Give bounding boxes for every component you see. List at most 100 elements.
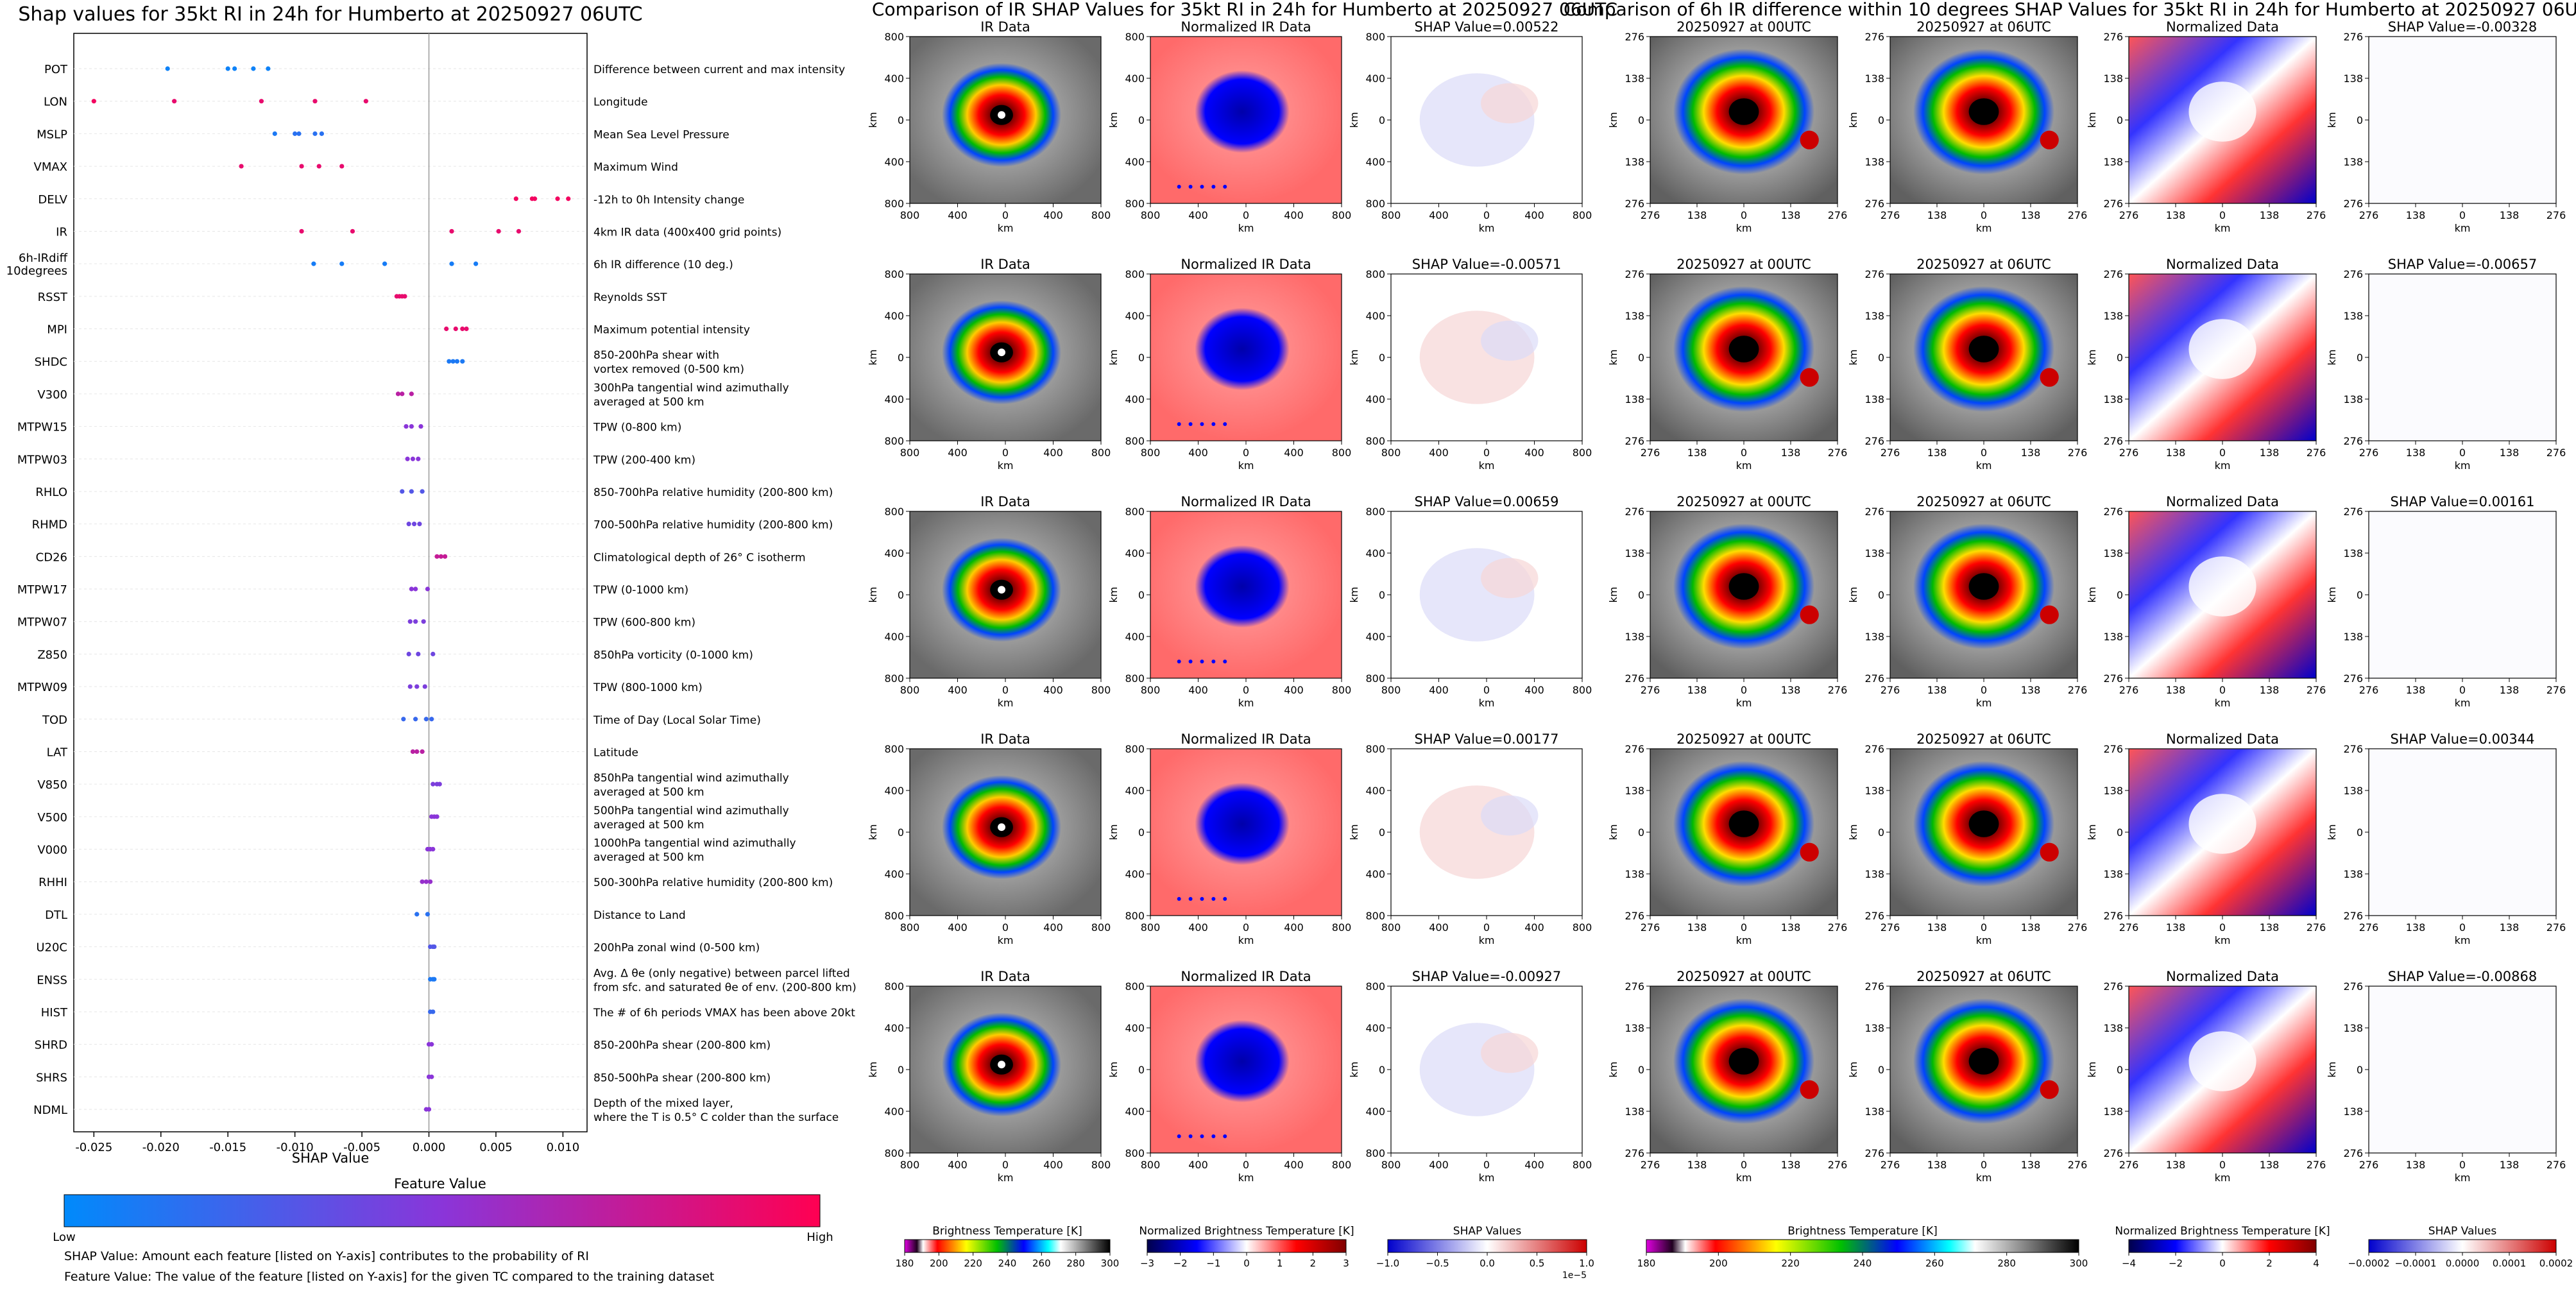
x-tick-label: 800 [900,684,920,696]
y-tick-label: 800 [1365,198,1385,210]
plot-frame [73,33,588,1132]
feature-description: 850-700hPa relative humidity (200-800 km… [593,486,833,499]
y-axis-label: km [2086,350,2098,366]
feature-description: averaged at 500 km [593,851,704,864]
shap-point [416,651,421,656]
x-tick-label: 400 [1429,684,1449,696]
x-tick-label: 276 [1828,1159,1848,1171]
y-tick-label: 276 [1864,910,1884,922]
right-title: Comparison of 6h IR difference within 10… [1564,0,2576,20]
feature-label: ENSS [37,973,67,987]
y-axis-label: km [2326,587,2338,603]
y-tick-label: 276 [1625,980,1644,993]
y-tick-label: 800 [1125,980,1145,993]
x-tick-label: 276 [2307,684,2326,696]
eye [1728,336,1759,363]
feature-label: DTL [45,909,67,922]
x-tick-label: 276 [1641,209,1660,221]
x-tick-label: 276 [1881,921,1900,934]
y-axis-label: km [1847,587,1859,603]
shap-point [516,228,522,234]
y-axis-label: km [1607,587,1619,603]
x-tick-label: 276 [1641,447,1660,459]
shap-point [423,879,429,884]
y-axis-label: km [867,350,879,366]
feature-label: 6h-IRdiff [19,252,68,265]
shap-point [272,131,277,136]
x-tick-label: 0 [1243,447,1249,459]
x-tick-label: 138 [2260,921,2280,934]
y-axis-label: km [2326,1062,2338,1078]
y-tick-label: 276 [1625,435,1644,447]
y-tick-label: 276 [1864,268,1884,280]
shap-point [414,912,420,917]
x-axis-label: km [2455,459,2471,472]
ir-colorbars: Brightness Temperature [K] 180 200 220 240 26… [896,1225,1594,1281]
y-tick-label: 138 [1864,156,1884,168]
panel-title: IR Data [980,731,1030,747]
marker-dot [1188,1134,1193,1138]
feature-description: 1000hPa tangential wind azimuthally [593,837,796,850]
y-tick-label: 800 [1125,31,1145,43]
marker-dot [1188,185,1193,189]
colorbar-low: Low [53,1231,75,1244]
x-tick-label: -0.005 [343,1141,380,1154]
shap-point [299,228,304,234]
x-tick-label: 276 [2359,209,2379,221]
y-axis-label: km [1348,112,1360,128]
x-tick-label: -0.010 [277,1141,314,1154]
marker-dot [1200,185,1204,189]
feature-description: Difference between current and max inten… [593,64,845,76]
y-tick-label: 0 [898,114,904,126]
feature-label: IR [56,225,67,239]
x-tick-label: 276 [2119,209,2139,221]
colorbar: Normalized Brightness Temperature [K] −4 −… [2115,1225,2330,1269]
shap-point [296,131,302,136]
marker-dot [1211,660,1216,663]
x-tick-label: 276 [1881,1159,1900,1171]
feature-description: TPW (600-800 km) [593,617,695,629]
shap-point [410,456,416,461]
y-tick-label: 800 [1125,506,1145,518]
x-tick-label: 138 [1927,209,1947,221]
feature-label: RHLO [35,486,67,499]
panel-title: 20250927 at 06UTC [1916,19,2051,35]
marker-dot [1211,185,1216,189]
y-axis-label: km [1107,112,1120,128]
y-tick-label: 400 [1125,868,1145,880]
y-tick-label: 400 [884,1105,904,1118]
x-axis-label: km [2215,934,2231,946]
x-tick-label: 138 [1781,921,1801,934]
y-tick-label: 138 [1864,631,1884,643]
shap-point [406,651,411,656]
eye [1968,810,1999,837]
y-tick-label: 276 [2343,672,2363,685]
shap-blob [1481,558,1539,599]
colorbar-strip [1387,1239,1587,1253]
x-tick-label: 0 [1243,921,1249,934]
y-tick-label: 0 [1638,1064,1644,1076]
x-axis-label: km [1976,697,1992,709]
marker-dot [1188,897,1193,901]
eye [1968,1048,1999,1075]
y-tick-label: 138 [2343,1022,2363,1034]
x-tick-label: 138 [1687,684,1707,696]
y-tick-label: 276 [1864,980,1884,993]
x-tick-label: 400 [1524,1159,1544,1171]
panel-title: IR Data [980,494,1030,509]
marker-dot [1188,422,1193,426]
secondary-cell [2040,1080,2059,1099]
colorbar-tick-label: −0.0002 [2348,1258,2389,1269]
shap-point [401,717,406,722]
x-tick-label: 400 [1429,921,1449,934]
x-tick-label: 800 [1381,447,1401,459]
x-tick-label: -0.015 [209,1141,246,1154]
